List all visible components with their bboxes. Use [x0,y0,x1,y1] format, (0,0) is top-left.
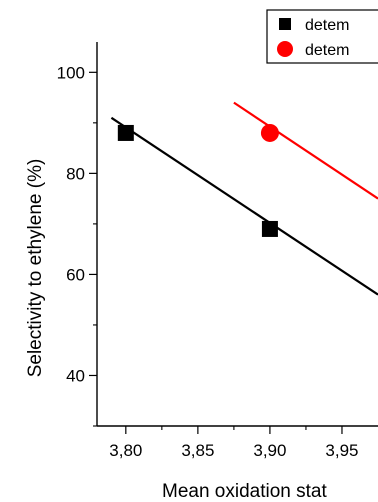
fit-lines [110,101,378,296]
legend-label-black: detem [305,17,349,34]
y-axis-title: Selectivity to ethylene (%) [25,159,46,378]
x-tick-label: 3,80 [109,441,142,460]
legend-marker-red-circle [277,41,293,57]
data-point-circle [260,123,279,142]
data-markers [117,123,279,237]
y-tick-label: 80 [66,164,85,183]
y-tick-label: 100 [57,63,85,82]
fit-line-black [110,116,378,296]
fit-line-red [233,101,378,200]
axes [89,42,378,434]
tick-labels: 40 60 80 100 3,80 3,85 3,90 3,95 [57,63,359,460]
legend-label-red: detem [305,42,349,59]
x-tick-label: 3,95 [325,441,358,460]
data-point-square [261,220,278,237]
y-tick-label: 60 [66,265,85,284]
x-axis-title: Mean oxidation stat [162,481,327,502]
data-point-square [117,124,134,141]
legend-marker-black-square [279,18,291,30]
x-tick-label: 3,90 [253,441,286,460]
y-tick-label: 40 [66,366,85,385]
legend: detem detem [266,9,378,64]
x-tick-label: 3,85 [181,441,214,460]
